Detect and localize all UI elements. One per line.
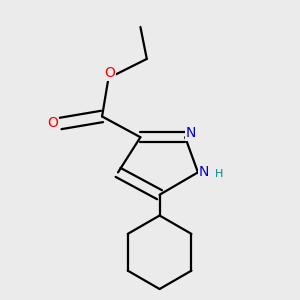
Text: H: H xyxy=(214,169,223,179)
Text: N: N xyxy=(199,165,209,179)
Text: O: O xyxy=(47,116,58,130)
Text: N: N xyxy=(186,126,196,140)
Text: O: O xyxy=(105,66,116,80)
